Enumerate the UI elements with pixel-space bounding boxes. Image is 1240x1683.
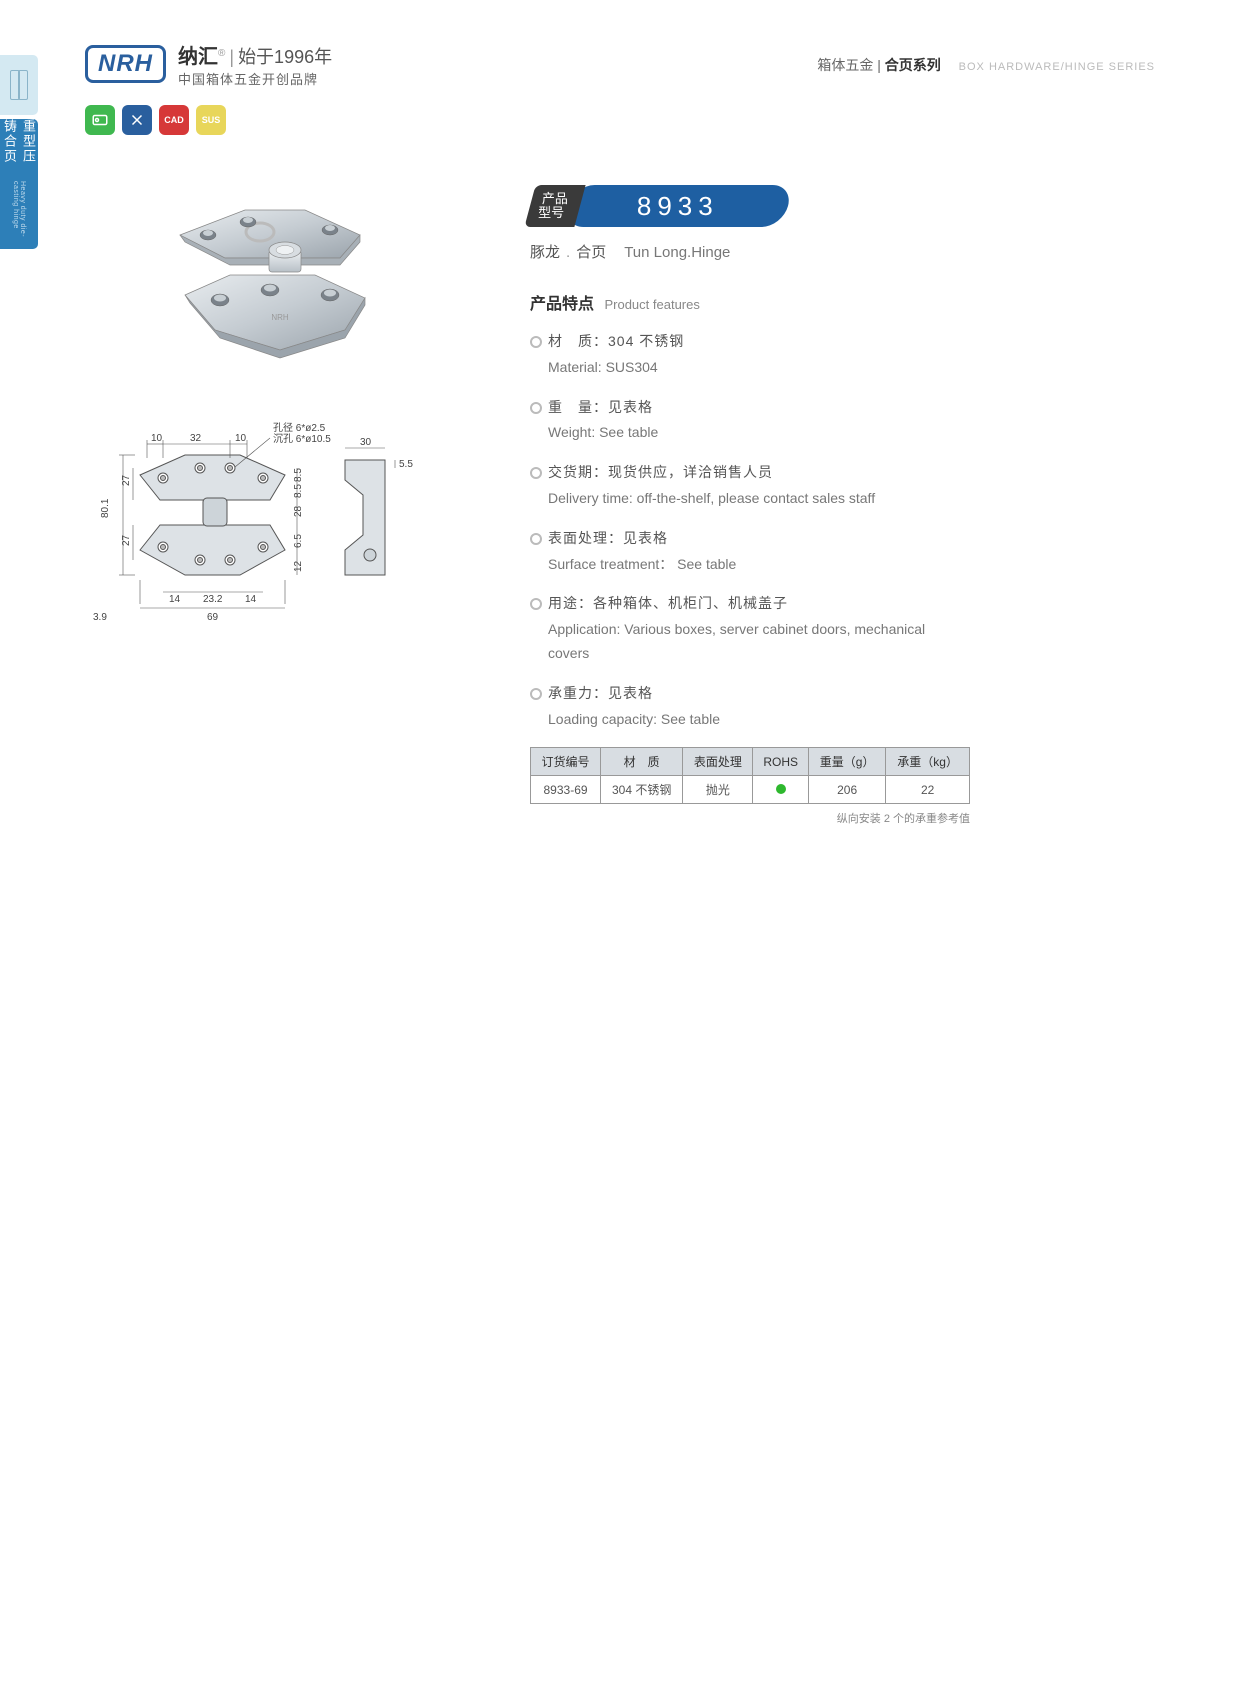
- logo-tagline: 始于1996年: [238, 47, 332, 67]
- table-header-row: 订货编号材 质表面处理ROHS重量（g）承重（kg）: [531, 748, 970, 776]
- logo-text: 纳汇® |始于1996年 中国箱体五金开创品牌: [178, 40, 332, 88]
- badge-sus-icon: SUS: [196, 105, 226, 135]
- breadcrumb-en: BOX HARDWARE/HINGE SERIES: [959, 61, 1155, 73]
- side-tab-label: 重型压铸合页 Heavy duty die-casting hinge: [0, 119, 38, 249]
- header-logo: NRH 纳汇® |始于1996年 中国箱体五金开创品牌: [85, 40, 332, 88]
- svg-text:32: 32: [190, 433, 202, 444]
- hinge-icon: [10, 70, 28, 100]
- table-header: 表面处理: [683, 748, 753, 776]
- subtitle-cn2: 合页: [576, 244, 606, 261]
- badge-row: CAD SUS: [85, 105, 226, 135]
- svg-text:27: 27: [121, 474, 132, 486]
- svg-text:孔径 6*ø2.5: 孔径 6*ø2.5: [273, 421, 326, 434]
- model-label2: 型号: [538, 206, 564, 220]
- svg-text:80.1: 80.1: [100, 498, 111, 518]
- table-cell: 304 不锈钢: [601, 776, 683, 804]
- badge-tools-icon: [122, 105, 152, 135]
- table-cell: 22: [886, 776, 970, 804]
- table-header: 承重（kg）: [886, 748, 970, 776]
- svg-text:12: 12: [293, 560, 304, 572]
- feature-en: Application: Various boxes, server cabin…: [548, 618, 950, 666]
- table-header: 材 质: [601, 748, 683, 776]
- features-title-en: Product features: [604, 297, 699, 312]
- logo-line1: 纳汇® |始于1996年: [178, 40, 332, 69]
- breadcrumb-cn1: 箱体五金: [817, 57, 873, 73]
- feature-cn: 材 质：304 不锈钢: [548, 333, 684, 349]
- subtitle-en: Tun Long.Hinge: [624, 244, 730, 261]
- svg-text:14: 14: [169, 594, 181, 605]
- svg-text:27: 27: [121, 534, 132, 546]
- table-header: ROHS: [753, 748, 809, 776]
- badge-contact-icon: [85, 105, 115, 135]
- svg-text:10: 10: [151, 433, 163, 444]
- svg-text:28: 28: [293, 505, 304, 517]
- feature-item: 用途：各种箱体、机柜门、机械盖子 Application: Various box…: [530, 592, 950, 665]
- side-tab-icon-box: [0, 55, 38, 115]
- feature-en: Surface treatment： See table: [548, 553, 950, 577]
- features-list: 材 质：304 不锈钢 Material: SUS304 重 量：见表格 Weight…: [530, 330, 950, 731]
- feature-en: Weight: See table: [548, 421, 950, 445]
- table-note: 纵向安装 2 个的承重参考值: [530, 810, 970, 826]
- table-header: 订货编号: [531, 748, 601, 776]
- svg-text:14: 14: [245, 594, 257, 605]
- side-tab: 重型压铸合页 Heavy duty die-casting hinge: [0, 55, 38, 249]
- svg-text:10: 10: [235, 433, 247, 444]
- badge-cad-icon: CAD: [159, 105, 189, 135]
- breadcrumb-cn2: 合页系列: [885, 57, 941, 73]
- features-title-cn: 产品特点: [530, 296, 594, 313]
- feature-cn: 承重力：见表格: [548, 685, 653, 701]
- logo-reg: ®: [218, 48, 225, 59]
- svg-text:6.5: 6.5: [293, 534, 304, 548]
- breadcrumb-cn: 箱体五金 | 合页系列: [817, 57, 940, 73]
- svg-text:5.5: 5.5: [399, 459, 413, 470]
- svg-text:30: 30: [360, 437, 372, 448]
- feature-en: Material: SUS304: [548, 356, 950, 380]
- logo-mark: NRH: [85, 45, 166, 83]
- feature-item: 交货期：现货供应，详洽销售人员 Delivery time: off-the-sh…: [530, 461, 950, 511]
- side-tab-cn: 重型压铸合页: [0, 119, 38, 177]
- table-header: 重量（g）: [809, 748, 886, 776]
- feature-cn: 交货期：现货供应，详洽销售人员: [548, 464, 773, 480]
- svg-text:3.9: 3.9: [93, 612, 107, 623]
- feature-item: 材 质：304 不锈钢 Material: SUS304: [530, 330, 950, 380]
- model-label1: 产品: [542, 192, 568, 206]
- model-number: 8933: [637, 191, 719, 222]
- logo-line2: 中国箱体五金开创品牌: [178, 69, 332, 88]
- subtitle-cn1: 豚龙: [530, 244, 560, 261]
- logo-brand: 纳汇: [178, 46, 218, 68]
- feature-item: 承重力：见表格 Loading capacity: See table: [530, 682, 950, 732]
- svg-text:NRH: NRH: [271, 313, 289, 322]
- logo-divider: |: [229, 47, 234, 67]
- feature-cn: 表面处理：见表格: [548, 530, 668, 546]
- model-number-pill: 8933: [562, 185, 793, 227]
- feature-item: 表面处理：见表格 Surface treatment： See table: [530, 527, 950, 577]
- svg-text:8.5: 8.5: [293, 468, 304, 482]
- svg-text:23.2: 23.2: [203, 594, 223, 605]
- header-breadcrumb: 箱体五金 | 合页系列 BOX HARDWARE/HINGE SERIES: [817, 55, 1155, 75]
- table-cell: 8933-69: [531, 776, 601, 804]
- features-title: 产品特点 Product features: [530, 290, 950, 314]
- feature-cn: 用途：各种箱体、机柜门、机械盖子: [548, 595, 788, 611]
- technical-drawing: 10 32 10 孔径 6*ø2.5 沉孔 6*ø10.5 80.1 27 27…: [85, 420, 415, 660]
- svg-text:8.5: 8.5: [293, 484, 304, 498]
- svg-text:69: 69: [207, 612, 219, 623]
- side-tab-en: Heavy duty die-casting hinge: [12, 181, 26, 249]
- rohs-dot-icon: [776, 784, 786, 794]
- feature-en: Loading capacity: See table: [548, 708, 950, 732]
- svg-text:沉孔 6*ø10.5: 沉孔 6*ø10.5: [273, 432, 331, 445]
- feature-item: 重 量：见表格 Weight: See table: [530, 396, 950, 446]
- table-cell: 206: [809, 776, 886, 804]
- table-cell: [753, 776, 809, 804]
- model-wrap: 8933 产品型号: [530, 185, 950, 227]
- table-cell: 抛光: [683, 776, 753, 804]
- product-render: NRH: [130, 180, 410, 380]
- subtitle-sep: .: [566, 244, 570, 261]
- feature-en: Delivery time: off-the-shelf, please con…: [548, 487, 950, 511]
- spec-table: 订货编号材 质表面处理ROHS重量（g）承重（kg） 8933-69304 不锈…: [530, 747, 970, 804]
- feature-cn: 重 量：见表格: [548, 399, 653, 415]
- table-row: 8933-69304 不锈钢抛光 20622: [531, 776, 970, 804]
- product-subtitle: 豚龙. 合页 Tun Long.Hinge: [530, 241, 950, 262]
- right-column: 8933 产品型号 豚龙. 合页 Tun Long.Hinge 产品特点 Produ…: [530, 185, 950, 826]
- model-row: 8933 产品型号: [530, 185, 950, 227]
